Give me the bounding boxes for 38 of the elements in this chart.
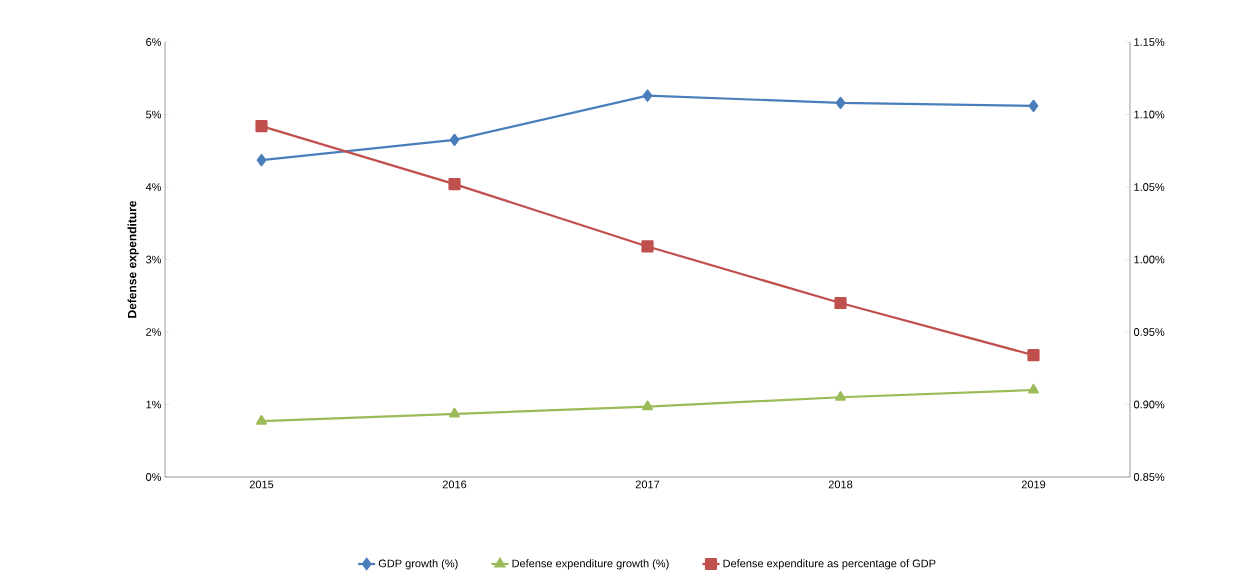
point — [449, 407, 460, 418]
point — [835, 96, 846, 109]
y-tick-label: 0% — [146, 473, 162, 481]
point — [449, 133, 460, 146]
y-axis-title: Defense expenditure — [127, 200, 139, 318]
point — [1027, 349, 1040, 362]
legend-label: Defense expenditure as percentage of GDP — [723, 559, 936, 570]
y2-tick-label: 0.90% — [1133, 400, 1165, 409]
y2-tick-label: 1.05% — [1134, 183, 1165, 191]
y2-tick-label: 0.85% — [1133, 473, 1165, 481]
point — [448, 177, 461, 191]
x-tick-label: 2019 — [1021, 480, 1046, 489]
y-tick-label: 2% — [146, 328, 162, 336]
y-tick-label: 4% — [145, 183, 162, 191]
y2-tick-label: 1.15% — [1134, 38, 1165, 46]
point — [642, 89, 653, 102]
y2-tick-label: 1.10% — [1134, 110, 1165, 119]
point — [255, 119, 268, 133]
point — [641, 240, 654, 253]
legend-label: GDP growth (%) — [378, 559, 458, 570]
x-tick-label: 2016 — [442, 480, 467, 489]
x-tick-label: 2017 — [635, 480, 660, 489]
point — [1028, 99, 1039, 112]
point — [834, 296, 847, 310]
legend-label: Defense expenditure growth (%) — [512, 559, 669, 570]
point — [1028, 383, 1039, 394]
y-tick-label: 3% — [146, 255, 162, 264]
y2-tick-label: 1.00% — [1134, 255, 1165, 264]
y-tick-label: 6% — [146, 38, 162, 46]
x-tick-label: 2018 — [828, 480, 853, 489]
point — [256, 154, 267, 167]
y-tick-label: 1% — [146, 400, 162, 409]
x-tick-label: 2015 — [249, 480, 274, 489]
point — [642, 400, 653, 411]
point — [256, 415, 267, 425]
point — [835, 391, 846, 401]
y2-tick-label: 0.95% — [1133, 328, 1165, 336]
y-tick-label: 5% — [146, 110, 162, 119]
